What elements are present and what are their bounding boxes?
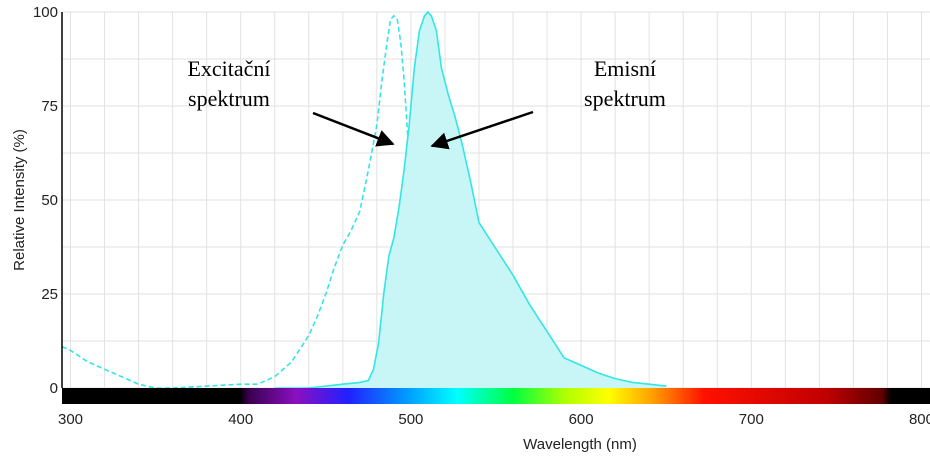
series-0-line (61, 14, 667, 389)
y-tick-label: 75 (41, 98, 58, 115)
x-tick-label: 400 (228, 411, 253, 428)
x-tick-label: 600 (569, 411, 594, 428)
y-tick-label: 25 (41, 286, 58, 303)
emission-annotation-line2: spektrum (584, 86, 666, 111)
y-axis-label: Relative Intensity (%) (11, 129, 28, 271)
emission-arrow (430, 110, 534, 150)
x-tick-label: 500 (398, 411, 423, 428)
y-tick-label: 0 (50, 380, 58, 397)
x-tick-labels: 300 400 500 600 700 800 (58, 411, 930, 428)
excitation-annotation-line2: spektrum (188, 86, 270, 111)
excitation-arrow (312, 111, 395, 147)
emission-annotation-line1: Emisní (594, 56, 656, 81)
y-tick-label: 100 (33, 4, 58, 21)
x-tick-label: 800 (909, 411, 930, 428)
series-1-line (274, 10, 667, 389)
x-tick-label: 700 (739, 411, 764, 428)
series-1-area (274, 12, 667, 388)
y-tick-labels: 0 25 50 75 100 (33, 4, 58, 397)
y-tick-label: 50 (41, 192, 58, 209)
spectrum-color-bar (62, 388, 930, 404)
excitation-annotation-line1: Excitační (187, 56, 270, 81)
x-tick-label: 300 (58, 411, 83, 428)
series-layer (61, 10, 667, 389)
x-axis-label: Wavelength (nm) (523, 436, 637, 453)
